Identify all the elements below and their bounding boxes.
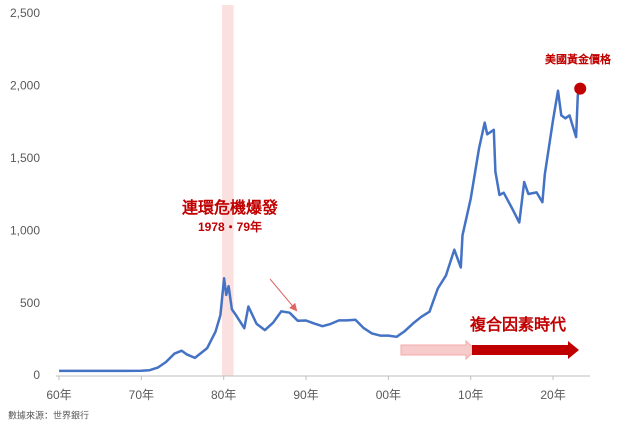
series-line (59, 88, 582, 373)
y-tick-label: 0 (33, 368, 40, 382)
pointer-arrow (269, 278, 298, 312)
annotation: 連環危機爆發 (182, 198, 279, 217)
x-tick-label: 70年 (129, 388, 154, 402)
annotation: 複合因素時代 (469, 315, 566, 334)
y-tick-label: 500 (20, 296, 40, 310)
y-tick-label: 2,000 (10, 79, 40, 93)
x-tick-label: 10年 (458, 388, 483, 402)
period-arrow-dark (472, 341, 579, 359)
x-tick-label: 60年 (46, 388, 71, 402)
series-label: 美國黃金價格 (545, 52, 612, 66)
y-tick-label: 1,500 (10, 151, 40, 165)
y-tick-label: 2,500 (10, 6, 40, 20)
x-tick-label: 20年 (540, 388, 565, 402)
end-point (574, 82, 587, 95)
highlight-band (222, 5, 234, 376)
source: 數據來源：世界銀行 (8, 409, 89, 420)
annotation: 1978・79年 (198, 219, 262, 234)
x-tick-label: 80年 (211, 388, 236, 402)
x-tick-label: 90年 (293, 388, 318, 402)
period-arrow-light (400, 339, 477, 361)
x-tick-label: 00年 (376, 388, 401, 402)
y-tick-label: 1,000 (10, 223, 40, 237)
